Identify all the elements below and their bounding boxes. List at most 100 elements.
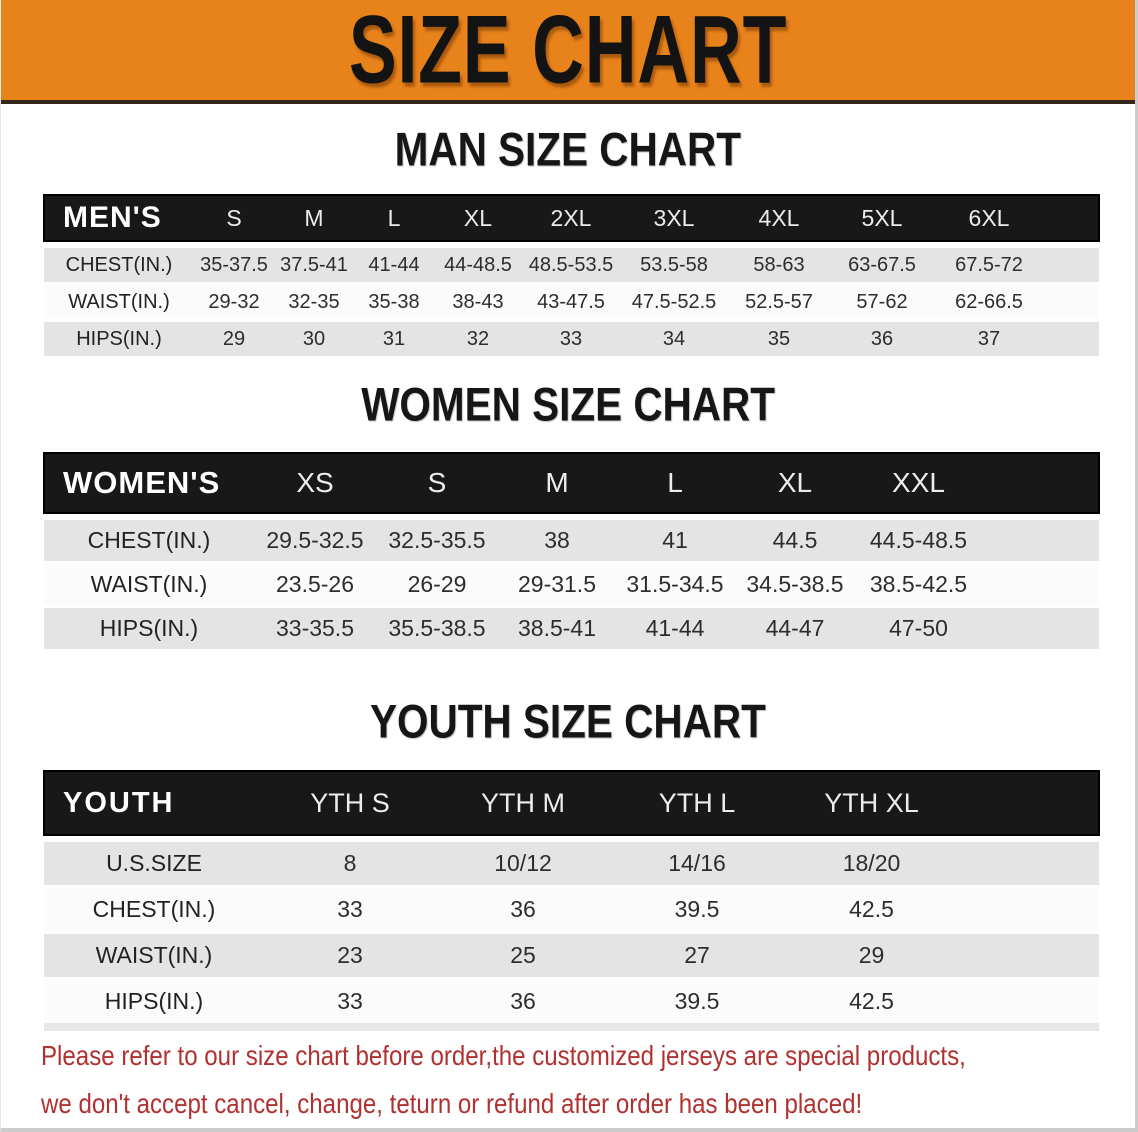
policy-note-line1: Please refer to our size chart before or… [41, 1040, 966, 1071]
size-value-cell: 27 [610, 932, 784, 980]
size-value-cell: 41-44 [354, 248, 434, 285]
banner-title: SIZE CHART [348, 0, 788, 104]
size-table-men: MEN'S S M L XL 2XL 3XL 4XL 5XL 6XL CHEST(IN.) 35-37… [43, 194, 1100, 359]
size-value-cell: 58-63 [728, 248, 830, 285]
size-value-cell: 36 [436, 978, 610, 1029]
size-value-cell: 35-38 [354, 283, 434, 322]
size-value-cell: 42.5 [784, 886, 959, 934]
column-header: L [354, 194, 434, 242]
size-value-cell: 29 [194, 320, 274, 359]
header-gap [44, 835, 1099, 842]
size-value-cell: 8 [264, 842, 436, 888]
heading-man-text: MAN SIZE CHART [394, 122, 742, 176]
column-header: M [498, 452, 616, 514]
row-filler [959, 886, 1099, 934]
row-label: WAIST(IN.) [44, 932, 264, 980]
header-row: YOUTH YTH S YTH M YTH L YTH XL [43, 770, 1100, 836]
column-header: YTH S [264, 770, 436, 836]
row-label: U.S.SIZE [44, 842, 264, 888]
heading-women-size-chart: WOMEN SIZE CHART [1, 377, 1135, 431]
size-value-cell: 48.5-53.5 [522, 248, 620, 285]
row-label: HIPS(IN.) [44, 320, 194, 359]
row-label: WAIST(IN.) [44, 562, 254, 608]
column-header: M [274, 194, 354, 242]
column-header: 5XL [830, 194, 934, 242]
size-value-cell: 47.5-52.5 [620, 283, 728, 322]
table-row-women: HIPS(IN.) 33-35.5 35.5-38.5 38.5-41 41-44 44-… [44, 606, 1099, 652]
size-value-cell: 44.5-48.5 [856, 520, 981, 564]
heading-women-text: WOMEN SIZE CHART [361, 377, 775, 431]
column-header: XL [734, 452, 856, 514]
table-row-youth: WAIST(IN.) 23 25 27 29 [44, 932, 1099, 980]
size-value-cell: 41-44 [616, 606, 734, 652]
size-value-cell: 44-47 [734, 606, 856, 652]
table-row-men: HIPS(IN.) 29 30 31 32 33 34 35 36 37 [44, 320, 1099, 359]
size-value-cell: 44.5 [734, 520, 856, 564]
size-value-cell: 39.5 [610, 978, 784, 1029]
table-row-men: CHEST(IN.) 35-37.5 37.5-41 41-44 44-48.5 48.5… [44, 248, 1099, 285]
size-value-cell: 47-50 [856, 606, 981, 652]
row-filler [959, 932, 1099, 980]
header-filler [981, 452, 1100, 514]
size-table-women: WOMEN'S XS S M L XL XXL CHEST(IN.) 29.5-32.5 32.5… [43, 452, 1100, 652]
column-header: 2XL [522, 194, 620, 242]
size-value-cell: 32 [434, 320, 522, 359]
size-value-cell: 36 [436, 886, 610, 934]
size-value-cell: 63-67.5 [830, 248, 934, 285]
row-filler [959, 978, 1099, 1029]
heading-youth-text: YOUTH SIZE CHART [370, 694, 766, 748]
row-filler [981, 562, 1099, 608]
size-value-cell: 35-37.5 [194, 248, 274, 285]
row-filler [981, 520, 1099, 564]
size-value-cell: 38.5-41 [498, 606, 616, 652]
row-label: HIPS(IN.) [44, 606, 254, 652]
row-label: HIPS(IN.) [44, 978, 264, 1029]
size-value-cell: 23.5-26 [254, 562, 376, 608]
size-value-cell: 42.5 [784, 978, 959, 1029]
table-corner-label-women: WOMEN'S [43, 452, 254, 514]
table-corner-label-men: MEN'S [43, 194, 194, 242]
row-label: CHEST(IN.) [44, 248, 194, 285]
column-header: L [616, 452, 734, 514]
table-row-youth: HIPS(IN.) 33 36 39.5 42.5 [44, 978, 1099, 1029]
size-value-cell: 29-32 [194, 283, 274, 322]
size-value-cell: 31.5-34.5 [616, 562, 734, 608]
row-label: WAIST(IN.) [44, 283, 194, 322]
size-value-cell: 35 [728, 320, 830, 359]
column-header: 6XL [934, 194, 1044, 242]
size-value-cell: 35.5-38.5 [376, 606, 498, 652]
policy-note: Please refer to our size chart before or… [41, 1032, 1135, 1128]
size-value-cell: 57-62 [830, 283, 934, 322]
header-gap [44, 241, 1099, 248]
table-corner-label-youth: YOUTH [43, 770, 264, 836]
row-label: CHEST(IN.) [44, 520, 254, 564]
size-value-cell: 38-43 [434, 283, 522, 322]
column-header: 3XL [620, 194, 728, 242]
size-value-cell: 33 [264, 978, 436, 1029]
size-value-cell: 52.5-57 [728, 283, 830, 322]
size-value-cell: 25 [436, 932, 610, 980]
policy-note-line2: we don't accept cancel, change, teturn o… [41, 1088, 863, 1119]
size-value-cell: 32-35 [274, 283, 354, 322]
size-value-cell: 34 [620, 320, 728, 359]
size-value-cell: 67.5-72 [934, 248, 1044, 285]
column-header: XL [434, 194, 522, 242]
row-filler [981, 606, 1099, 652]
size-value-cell: 29.5-32.5 [254, 520, 376, 564]
size-value-cell: 30 [274, 320, 354, 359]
size-value-cell: 26-29 [376, 562, 498, 608]
row-filler [1044, 248, 1099, 285]
size-value-cell: 38 [498, 520, 616, 564]
column-header: YTH L [610, 770, 784, 836]
header-gap-row [44, 513, 1099, 520]
size-value-cell: 34.5-38.5 [734, 562, 856, 608]
men-size-table-wrap: MEN'S S M L XL 2XL 3XL 4XL 5XL 6XL CHEST(IN.) 35-37… [43, 194, 1100, 359]
size-value-cell: 36 [830, 320, 934, 359]
size-value-cell: 44-48.5 [434, 248, 522, 285]
table-row-men: WAIST(IN.) 29-32 32-35 35-38 38-43 43-47.5 47.… [44, 283, 1099, 322]
column-header: S [194, 194, 274, 242]
size-value-cell: 32.5-35.5 [376, 520, 498, 564]
youth-size-table-wrap: YOUTH YTH S YTH M YTH L YTH XL U.S.SIZE 8 10/12… [43, 770, 1100, 1031]
heading-youth-size-chart: YOUTH SIZE CHART [1, 694, 1135, 748]
column-header: YTH XL [784, 770, 959, 836]
